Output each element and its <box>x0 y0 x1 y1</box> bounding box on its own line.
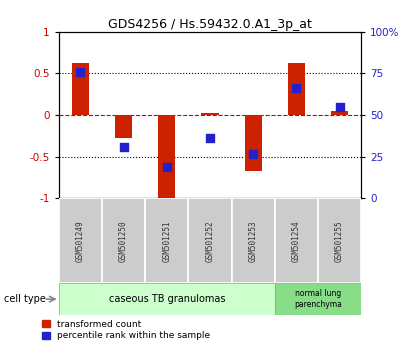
Text: GSM501251: GSM501251 <box>162 220 171 262</box>
Bar <box>158 115 176 200</box>
Text: cell type: cell type <box>4 294 46 304</box>
Text: normal lung
parenchyma: normal lung parenchyma <box>294 290 342 309</box>
Point <box>120 144 127 149</box>
Point <box>293 86 300 91</box>
Text: caseous TB granulomas: caseous TB granulomas <box>108 294 225 304</box>
Title: GDS4256 / Hs.59432.0.A1_3p_at: GDS4256 / Hs.59432.0.A1_3p_at <box>108 18 312 31</box>
Text: GSM501252: GSM501252 <box>205 220 215 262</box>
Text: GSM501254: GSM501254 <box>292 220 301 262</box>
Point <box>77 69 84 75</box>
Text: GSM501250: GSM501250 <box>119 220 128 262</box>
Bar <box>201 113 219 115</box>
Bar <box>59 198 102 283</box>
Text: GSM501253: GSM501253 <box>249 220 258 262</box>
Bar <box>102 198 145 283</box>
Bar <box>275 198 318 283</box>
Bar <box>275 283 361 315</box>
Legend: transformed count, percentile rank within the sample: transformed count, percentile rank withi… <box>42 320 210 340</box>
Bar <box>288 63 305 115</box>
Bar <box>189 198 231 283</box>
Point <box>163 164 170 170</box>
Bar <box>244 115 262 171</box>
Bar <box>331 111 348 115</box>
Point <box>250 151 257 157</box>
Point <box>336 104 343 110</box>
Bar <box>72 63 89 115</box>
Bar <box>318 198 361 283</box>
Bar <box>115 115 132 137</box>
Text: GSM501255: GSM501255 <box>335 220 344 262</box>
Bar <box>231 198 275 283</box>
Point <box>207 135 213 140</box>
Bar <box>145 198 189 283</box>
Bar <box>59 283 275 315</box>
Text: GSM501249: GSM501249 <box>76 220 85 262</box>
